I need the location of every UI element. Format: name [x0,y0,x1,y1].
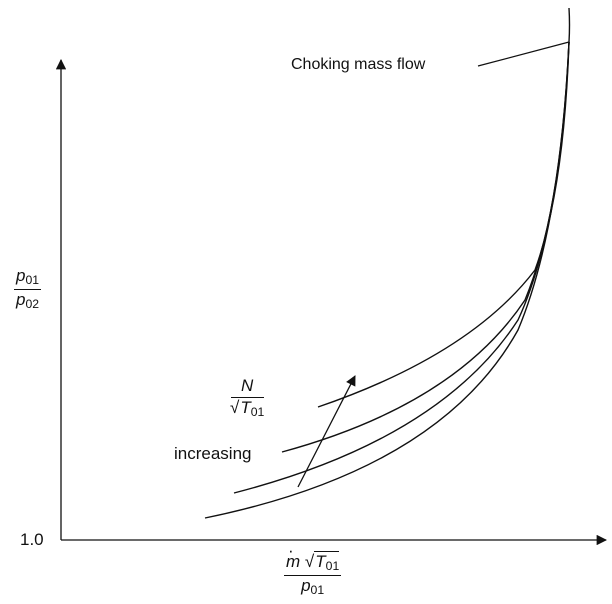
y-axis-label-den-sub: 02 [25,296,40,311]
y-axis-label: p01 p02 [14,266,42,311]
speed-line-2 [233,41,570,494]
choking-leader-line [477,41,570,67]
speed-line-1 [204,41,570,519]
increasing-arrow [297,375,356,488]
speed-label-den-sub: 01 [250,404,265,419]
speed-line-3 [281,41,570,453]
x-sqrt-icon: √ [304,552,315,571]
speed-parameter-label: N √T01 [228,376,266,419]
speed-line-4 [317,41,570,408]
x-label-den-sub: 01 [310,582,325,597]
speed-label-den: T [240,397,251,417]
y-tick-label: 1.0 [20,530,44,549]
increasing-label: increasing [174,444,252,463]
x-label-T-sub: 01 [325,559,340,574]
y-axis-label-num-sub: 01 [25,273,40,288]
y-axis-label-den: p [16,289,26,309]
x-label-den: p [301,575,311,595]
x-label-T: T [315,552,326,571]
speed-label-num: N [241,376,254,395]
x-axis-label: m √T01 p01 [284,542,342,597]
y-axis-label-num: p [16,266,26,285]
speed-sqrt-icon: √ [230,397,240,417]
choking-line [568,7,571,43]
x-label-mdot: m [286,542,300,572]
choking-label: Choking mass flow [291,56,426,73]
